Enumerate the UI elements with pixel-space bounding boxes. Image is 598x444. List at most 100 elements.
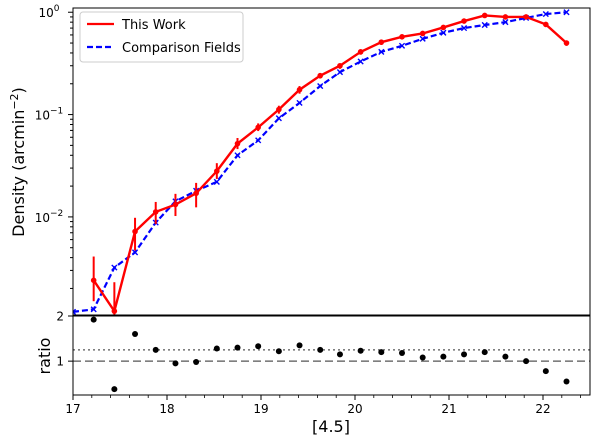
this-work-point [481,12,488,19]
x-marker-stroke [317,82,324,90]
this-work-point [419,30,426,37]
x-marker-stroke [542,10,549,18]
comparison-fields-point [336,69,344,76]
x-marker-stroke [255,137,262,144]
x-marker-stroke [378,48,385,55]
comparison-fields-point [111,264,118,271]
ratio-point [213,345,220,352]
x-marker-stroke [111,264,118,271]
x-marker-stroke [73,310,77,315]
comparison-fields-point [481,21,488,29]
x-tick-label: 20 [347,402,362,416]
x-marker-stroke [481,21,488,29]
x-axis-label: [4.5] [312,417,350,436]
ratio-point [336,351,343,358]
ratio-point [317,346,324,353]
ratio-point [255,343,262,350]
this-work-point [276,106,282,113]
ratio-series [73,316,590,393]
x-marker-stroke [398,42,406,49]
comparison-fields-point [563,9,570,16]
legend-label-comparison-fields: Comparison Fields [122,41,241,56]
ratio-point [399,350,405,357]
legend-box [79,11,244,63]
this-work-point [461,18,467,24]
ratio-point [523,358,530,365]
comparison-fields-point [398,42,406,49]
density-ylabel: Density (arcmin−2) [8,87,28,237]
ratio-point [234,344,241,351]
x-marker-stroke [460,24,468,32]
this-work-point [111,308,118,314]
ratio-point [419,354,426,361]
this-work-line [92,14,568,315]
this-work-point [563,40,570,46]
x-marker-stroke [357,58,364,65]
ratio-point [296,342,303,349]
comparison-fields-point [378,48,385,55]
ratio-point [461,351,468,358]
x-marker-stroke [440,29,447,36]
comparison-fields-point [460,24,468,32]
this-work-point [543,21,549,28]
ratio-point [440,353,447,360]
comparison-fields-point [419,35,426,42]
this-work-point [193,190,199,197]
x-tick-label: 19 [253,402,268,416]
x-marker-stroke [131,249,139,256]
this-work-point [523,14,529,20]
this-work-point [357,49,364,55]
ratio-point [152,346,159,353]
density-series [73,9,570,315]
this-work-point [502,14,509,20]
x-marker-stroke [419,35,426,42]
comparison-fields-point [234,152,241,159]
comparison-fields-point [296,99,303,107]
comparison-fields-point [73,308,77,315]
ratio-point [172,360,179,367]
this-work-point [399,34,405,40]
this-work-point [132,228,138,235]
ratio-ylabel: ratio [35,338,54,375]
x-tick-label: 21 [441,402,456,416]
comparison-fields-point [213,178,220,185]
ratio-y-tick-label: 2 [56,310,64,324]
x-tick-label: 22 [535,402,550,416]
x-marker-stroke [213,178,220,185]
legend: This Work Comparison Fields [79,11,244,63]
comparison-fields-point [357,58,364,65]
x-marker-stroke [336,69,344,76]
ratio-ticks: 1 2 17 18 19 20 21 22 [56,310,581,416]
x-marker-stroke [234,152,241,159]
comparison-fields-point [131,249,139,256]
x-marker-stroke [502,19,509,26]
comparison-fields-point [542,10,549,18]
this-work-point [296,86,303,93]
this-work-point [234,140,241,147]
this-work-point [214,168,220,174]
comparison-fields-point [440,29,447,36]
comparison-fields-point [317,82,324,90]
ratio-point [193,359,200,366]
ratio-panel: 1 2 17 18 19 20 21 22 ratio [4.5] [35,310,591,436]
y-tick-label: 100 [38,4,59,20]
this-work-point [440,24,447,31]
x-marker-stroke [563,9,570,16]
legend-label-this-work: This Work [121,18,186,33]
this-work-point [255,124,261,131]
ratio-point [111,386,118,393]
y-tick-label: 10−2 [35,209,64,225]
this-work-point [378,39,385,45]
x-marker-stroke [296,99,303,107]
x-marker-stroke [275,115,282,122]
this-work-point [172,201,179,208]
comparison-fields-point [275,115,282,122]
x-marker-stroke [90,306,97,313]
ratio-point [90,316,97,323]
this-work-point [90,277,97,284]
ratio-point [563,378,570,385]
comparison-fields-point [90,306,97,313]
x-marker-stroke [73,308,77,313]
comparison-fields-point [255,137,262,144]
this-work-point [317,72,324,79]
